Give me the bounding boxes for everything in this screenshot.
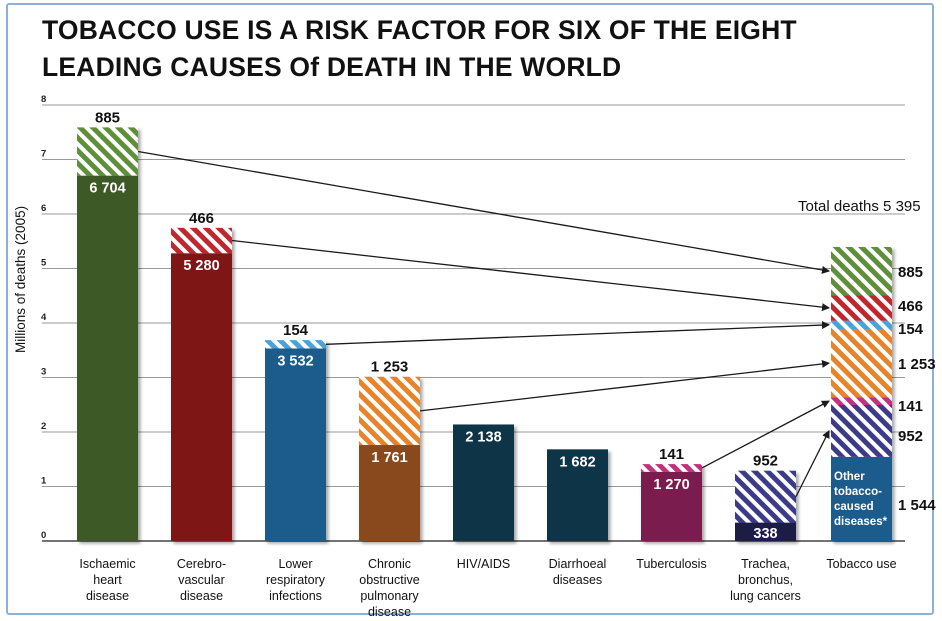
y-tick-label: 7 [41,149,46,160]
bar-tobacco-segment [265,340,326,349]
bar-base-segment [359,445,420,541]
chart-title-line-1: TOBACCO USE IS A RISK FACTOR FOR SIX OF … [42,15,797,45]
bar-group [359,376,420,541]
category-label: Tobacco use [826,557,896,571]
y-tick-label: 6 [41,203,46,214]
tobacco-value-label: 154 [283,322,309,339]
tobacco-use-bar [831,246,892,541]
category-label: Ischaemic [79,557,135,571]
bar-group [735,470,796,541]
category-label: obstructive [359,573,419,587]
category-label: Cerebro- [177,557,226,571]
category-label: Trachea, [741,557,790,571]
chart-title: TOBACCO USE IS A RISK FACTOR FOR SIX OF … [42,12,797,86]
other-diseases-label: Other [834,471,865,483]
tobacco-use-value-label: 952 [898,428,923,445]
tobacco-use-segment [831,404,892,457]
tobacco-use-segment [831,246,892,296]
bar-tobacco-segment [735,470,796,523]
y-tick-label: 4 [41,312,47,323]
bar-base-segment [77,175,138,541]
tobacco-use-segment [831,328,892,398]
base-value-label: 338 [753,526,777,542]
category-label: disease [180,589,223,603]
category-label: HIV/AIDS [457,557,511,571]
base-value-label: 5 280 [183,258,219,274]
category-label: Lower [278,557,312,571]
base-value-label: 6 704 [89,181,125,197]
tobacco-use-segment [831,397,892,405]
tobacco-value-label: 141 [659,446,684,463]
y-tick-label: 3 [41,367,46,378]
category-label: infections [269,589,322,603]
bar-base-segment [453,424,514,541]
bar-group [171,227,232,542]
category-label: respiratory [266,573,326,587]
category-label: Diarrhoeal [549,557,607,571]
category-label: disease [86,589,129,603]
tobacco-value-label: 1 253 [371,359,409,376]
bar-group [453,424,514,541]
flow-arrow [231,239,830,312]
tobacco-use-segment [831,320,892,329]
y-tick-label: 1 [41,476,47,487]
tobacco-value-label: 466 [189,210,214,227]
base-value-label: 1 682 [559,454,595,470]
tobacco-use-value-label: 466 [898,298,923,315]
category-label: lung cancers [730,589,801,603]
category-label: disease [368,605,411,619]
tobacco-value-label: 885 [95,109,120,126]
chart-title-line-2: LEADING CAUSES Of DEATH IN THE WORLD [42,52,622,82]
bar-group [77,127,138,541]
base-value-label: 2 138 [465,429,501,445]
tobacco-use-segment [831,295,892,321]
category-label: Tuberculosis [636,557,706,571]
tobacco-use-value-label: 154 [898,321,924,338]
bar-base-segment [547,449,608,541]
y-tick-label: 0 [41,530,46,541]
y-tick-label: 2 [41,421,46,432]
base-value-label: 1 761 [371,450,407,466]
other-diseases-label: caused [834,501,874,513]
base-value-label: 3 532 [277,354,313,370]
bar-base-segment [265,348,326,541]
other-diseases-label: tobacco- [834,486,882,498]
chart-frame [6,3,934,615]
tobacco-use-segment [831,456,892,541]
flow-arrow [137,150,830,274]
tobacco-value-label: 952 [753,453,778,470]
total-deaths-label: Total deaths 5 395 [798,198,921,215]
y-tick-label: 5 [41,258,47,269]
bar-base-segment [735,522,796,541]
y-axis-label: Millions of deaths (2005) [13,206,28,353]
bar-tobacco-segment [171,227,232,254]
category-label: pulmonary [360,589,419,603]
tobacco-use-value-label: 885 [898,264,923,281]
category-label: heart [93,573,122,587]
bar-group [265,340,326,541]
base-value-label: 1 270 [653,477,689,493]
bar-base-segment [171,253,232,542]
bar-tobacco-segment [641,464,702,472]
flow-arrow [795,430,830,497]
category-label: vascular [178,573,225,587]
bar-tobacco-segment [77,127,138,176]
bar-group [547,449,608,541]
flow-arrow [701,400,830,469]
flow-arrow [419,359,830,412]
tobacco-use-value-label: 141 [898,398,923,415]
y-tick-label: 8 [41,94,46,105]
bar-tobacco-segment [359,376,420,446]
tobacco-use-value-label: 1 253 [898,356,936,373]
category-label: diseases [553,573,602,587]
bar-base-segment [641,471,702,541]
tobacco-use-value-label: 1 544 [898,497,936,514]
bar-group [641,464,702,541]
other-diseases-label: diseases* [834,516,888,528]
flow-arrow [325,321,830,345]
category-label: Chronic [368,557,411,571]
category-label: bronchus, [738,573,793,587]
